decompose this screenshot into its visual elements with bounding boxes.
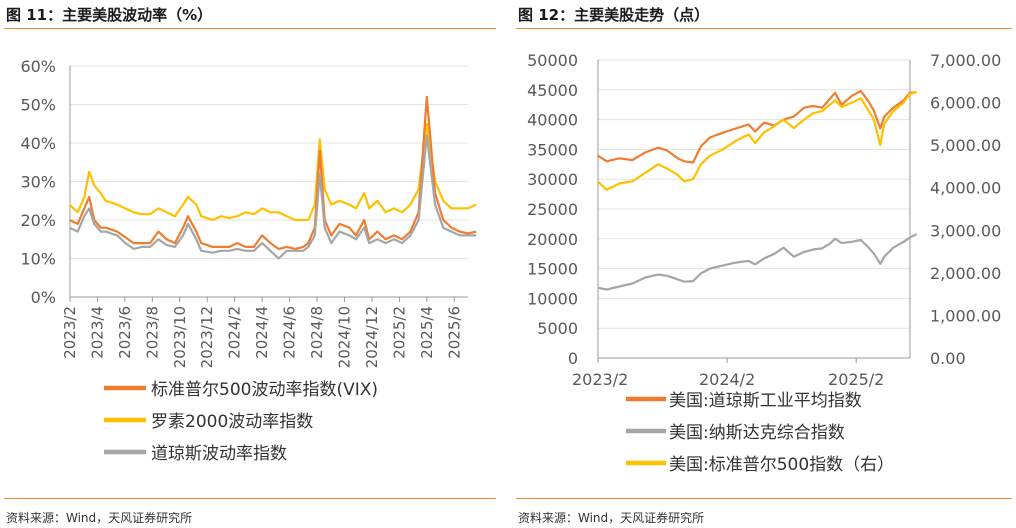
y-right-tick-label: 3,000.00 bbox=[930, 221, 1001, 240]
x-tick-label: 2023/6 bbox=[116, 306, 134, 359]
y-right-tick-label: 2,000.00 bbox=[930, 264, 1001, 283]
right-figure-title: 图 12：主要美股走势（点） bbox=[518, 6, 710, 24]
x-tick-label: 2024/6 bbox=[281, 306, 299, 359]
x-tick-label: 2024/4 bbox=[253, 306, 271, 359]
x-tick-label: 2024/12 bbox=[363, 306, 381, 368]
right-title-rule bbox=[516, 28, 1012, 29]
y-left-tick-label: 10000 bbox=[527, 289, 578, 308]
y-right-tick-label: 5,000.00 bbox=[930, 136, 1001, 155]
legend-label: 标准普尔500波动率指数(VIX) bbox=[151, 380, 378, 400]
y-tick-label: 0% bbox=[31, 288, 56, 307]
y-left-tick-label: 50000 bbox=[527, 51, 578, 70]
y-tick-label: 10% bbox=[20, 250, 56, 269]
x-tick-label: 2024/2 bbox=[226, 306, 244, 359]
left-source-note: 资料来源：Wind，天风证券研究所 bbox=[6, 511, 193, 525]
x-tick-label: 2025/4 bbox=[418, 306, 436, 359]
series-line bbox=[596, 90, 917, 191]
index-trend-chart: 0 5000 10000 15000 20000 25000 30000 35000 40000… bbox=[527, 51, 1001, 475]
x-tick-label: 2023/2 bbox=[572, 370, 628, 389]
legend-label: 美国:纳斯达克综合指数 bbox=[669, 423, 845, 443]
series-line bbox=[68, 122, 477, 222]
left-chart-panel: 图 11：主要美股波动率（%） 0% 10% 20% 30% 40% 50% 60% 2023… bbox=[0, 0, 500, 528]
y-left-tick-label: 25000 bbox=[527, 200, 578, 219]
volatility-chart: 0% 10% 20% 30% 40% 50% 60% 2023/2 2023/4 2023/6 20… bbox=[20, 57, 477, 464]
y-right-tick-label: 6,000.00 bbox=[930, 94, 1001, 113]
y-right-tick-label: 4,000.00 bbox=[930, 179, 1001, 198]
left-figure-title: 图 11：主要美股波动率（%） bbox=[6, 6, 213, 24]
y-left-tick-label: 15000 bbox=[527, 260, 578, 279]
y-right-tick-label: 1,000.00 bbox=[930, 306, 1001, 325]
y-left-tick-label: 30000 bbox=[527, 170, 578, 189]
legend-label: 道琼斯波动率指数 bbox=[151, 444, 287, 464]
y-tick-label: 50% bbox=[20, 96, 56, 115]
y-tick-label: 20% bbox=[20, 211, 56, 230]
x-tick-label: 2024/8 bbox=[308, 306, 326, 359]
x-tick-label: 2023/8 bbox=[143, 306, 161, 359]
series-line bbox=[596, 89, 917, 164]
series-line bbox=[69, 134, 477, 260]
legend-label: 罗素2000波动率指数 bbox=[151, 412, 313, 432]
y-tick-label: 30% bbox=[20, 173, 56, 192]
x-tick-label: 2023/12 bbox=[198, 306, 216, 368]
y-tick-label: 60% bbox=[20, 57, 56, 76]
x-tick-label: 2023/4 bbox=[88, 306, 106, 359]
x-tick-label: 2024/10 bbox=[335, 306, 353, 368]
left-footer-rule bbox=[4, 498, 496, 499]
right-footer-rule bbox=[516, 498, 1012, 499]
right-chart-panel: 图 12：主要美股走势（点） 0 5000 10000 15000 20000 25000… bbox=[508, 0, 1016, 528]
x-tick-label: 2023/10 bbox=[171, 306, 189, 368]
legend-label: 美国:标准普尔500指数（右） bbox=[669, 455, 894, 475]
y-left-tick-label: 0 bbox=[568, 349, 578, 368]
y-tick-label: 40% bbox=[20, 134, 56, 153]
x-tick-label: 2025/2 bbox=[390, 306, 408, 359]
y-left-tick-label: 20000 bbox=[527, 230, 578, 249]
y-left-tick-label: 45000 bbox=[527, 81, 578, 100]
x-tick-label: 2024/2 bbox=[699, 370, 755, 389]
series-line bbox=[69, 95, 477, 250]
y-left-tick-label: 35000 bbox=[527, 140, 578, 159]
y-right-tick-label: 0.00 bbox=[930, 349, 966, 368]
left-title-rule bbox=[4, 28, 496, 29]
right-source-note: 资料来源：Wind，天风证券研究所 bbox=[518, 511, 705, 525]
x-tick-label: 2025/2 bbox=[828, 370, 884, 389]
x-tick-label: 2023/2 bbox=[61, 306, 79, 359]
legend-label: 美国:道琼斯工业平均指数 bbox=[669, 391, 862, 411]
series-line bbox=[597, 233, 918, 291]
y-right-tick-label: 7,000.00 bbox=[930, 51, 1001, 70]
y-left-tick-label: 40000 bbox=[527, 111, 578, 130]
x-tick-label: 2025/6 bbox=[445, 306, 463, 359]
y-left-tick-label: 5000 bbox=[537, 319, 578, 338]
